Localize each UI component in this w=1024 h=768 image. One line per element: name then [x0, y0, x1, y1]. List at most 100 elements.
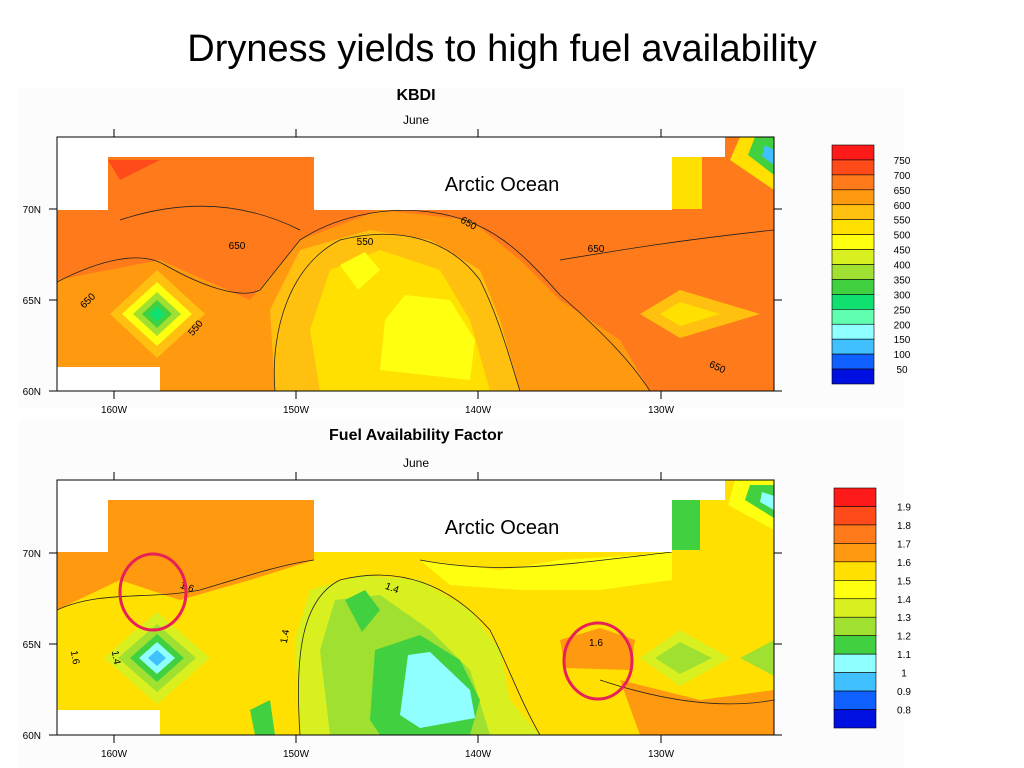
faf-contour-label: 1.4: [279, 628, 292, 644]
colorbar-swatch: [831, 309, 875, 325]
colorbar-label: 1.6: [897, 558, 911, 569]
colorbar-swatch: [833, 635, 877, 655]
kbdi-chart-title: KBDI: [396, 87, 435, 104]
colorbar-swatch: [831, 219, 875, 235]
faf-mask: [108, 480, 314, 500]
kbdi-contour-line: [56, 209, 651, 392]
colorbar-label: 1.7: [897, 539, 911, 550]
faf-mask: [57, 710, 160, 735]
kbdi-contour-line: [559, 229, 775, 261]
y-tick-label: 60N: [23, 387, 41, 398]
y-tick-label: 60N: [23, 731, 41, 742]
colorbar-label: 250: [894, 305, 911, 316]
slide-title: Dryness yields to high fuel availability: [187, 28, 817, 70]
kbdi-map-field: [56, 137, 775, 392]
highlight-circle-east: [562, 621, 634, 701]
colorbar-label: 1.9: [897, 502, 911, 513]
y-tick-label: 70N: [23, 549, 41, 560]
colorbar-swatch: [833, 690, 877, 710]
colorbar-swatch: [833, 653, 877, 673]
colorbar-swatch: [831, 234, 875, 250]
colorbar-label: 100: [894, 350, 911, 361]
kbdi-hatched-patch: [672, 157, 702, 209]
colorbar-swatch: [833, 598, 877, 618]
kbdi-east-diamond-inner: [660, 302, 720, 326]
colorbar-label: 1.8: [897, 521, 911, 532]
kbdi-colorbar: 750 700 650 600 550 500 450 400 350 300 250 200 150 1…: [831, 144, 911, 385]
colorbar-label: 0.9: [897, 687, 911, 698]
faf-target-0-9: [148, 650, 166, 666]
colorbar-label: 1.2: [897, 632, 911, 643]
colorbar-label: 50: [896, 365, 908, 376]
kbdi-axes: 160W 150W 140W 130W 60N 65N 70N: [23, 129, 782, 416]
colorbar-label: 600: [894, 201, 911, 212]
colorbar-label: 500: [894, 231, 911, 242]
y-tick-label: 70N: [23, 205, 41, 216]
colorbar-swatch: [831, 249, 875, 265]
faf-east-edge: [740, 640, 774, 676]
faf-contour-label: 1.4: [383, 581, 400, 596]
faf-chart-title: Fuel Availability Factor: [329, 427, 503, 444]
colorbar-label: 350: [894, 275, 911, 286]
faf-1-0-region: [400, 652, 475, 728]
kbdi-contour-label: 550: [357, 237, 374, 248]
kbdi-mask: [57, 137, 108, 210]
faf-arctic-ocean-label: Arctic Ocean: [445, 517, 559, 539]
faf-plot-frame: [56, 479, 775, 736]
kbdi-700-spot: [108, 160, 160, 180]
faf-mask: [672, 480, 725, 500]
colorbar-label: 550: [894, 216, 911, 227]
faf-contour-line: [298, 574, 541, 736]
faf-contour-label: 1.4: [109, 650, 122, 666]
colorbar-swatch: [833, 506, 877, 526]
colorbar-swatch: [831, 174, 875, 191]
x-tick-label: 130W: [648, 405, 675, 416]
colorbar-swatch: [831, 294, 875, 310]
faf-1-1-patch: [250, 700, 275, 735]
x-tick-label: 140W: [465, 405, 492, 416]
faf-colorbar: 1.9 1.8 1.7 1.6 1.5 1.4 1.3 1.2 1.1 1 0.9 0.8: [833, 487, 911, 729]
kbdi-contour-line: [119, 205, 301, 231]
kbdi-contour-label: 650: [588, 244, 605, 255]
colorbar-swatch: [833, 709, 877, 729]
kbdi-contour-label: 650: [229, 241, 246, 252]
faf-ne-corner-inner: [745, 485, 774, 518]
faf-axes: 160W 150W 140W 130W 60N 65N 70N: [23, 472, 782, 760]
kbdi-mask: [57, 367, 160, 391]
kbdi-chart-subtitle: June: [403, 113, 429, 127]
faf-map-field: [56, 480, 775, 736]
colorbar-swatch: [833, 524, 877, 544]
colorbar-label: 1.3: [897, 613, 911, 624]
colorbar-swatch: [831, 159, 875, 176]
faf-mask: [57, 480, 108, 552]
kbdi-panel: KBDI June: [18, 87, 911, 416]
x-tick-label: 150W: [283, 405, 310, 416]
colorbar-swatch: [833, 616, 877, 636]
kbdi-450-region: [380, 295, 475, 380]
colorbar-swatch: [833, 561, 877, 581]
faf-1-1-patch: [345, 590, 380, 632]
colorbar-swatch: [831, 264, 875, 280]
colorbar-swatch: [831, 204, 875, 220]
x-tick-label: 130W: [648, 749, 675, 760]
colorbar-swatch: [831, 323, 875, 340]
kbdi-target-250: [149, 306, 165, 322]
faf-orange-east: [560, 628, 635, 670]
colorbar-label: 400: [894, 261, 911, 272]
faf-contour-labels: 1.6 1.4 1.4 1.6 1.4 1.6: [68, 580, 604, 666]
colorbar-swatch: [831, 353, 875, 370]
faf-east-diamond-inner: [655, 642, 712, 674]
colorbar-swatch: [833, 487, 877, 507]
faf-panel: Fuel Availability Factor June: [18, 420, 911, 768]
y-tick-label: 65N: [23, 640, 41, 651]
colorbar-label: 450: [894, 246, 911, 257]
kbdi-plot-frame: [56, 136, 775, 392]
faf-orange-north: [57, 500, 314, 610]
colorbar-label: 1.5: [897, 576, 911, 587]
highlight-circle-west: [118, 552, 188, 632]
x-tick-label: 160W: [101, 749, 128, 760]
faf-ocean-mask: [314, 480, 672, 552]
colorbar-label: 200: [894, 320, 911, 331]
faf-contour-line: [419, 551, 673, 568]
